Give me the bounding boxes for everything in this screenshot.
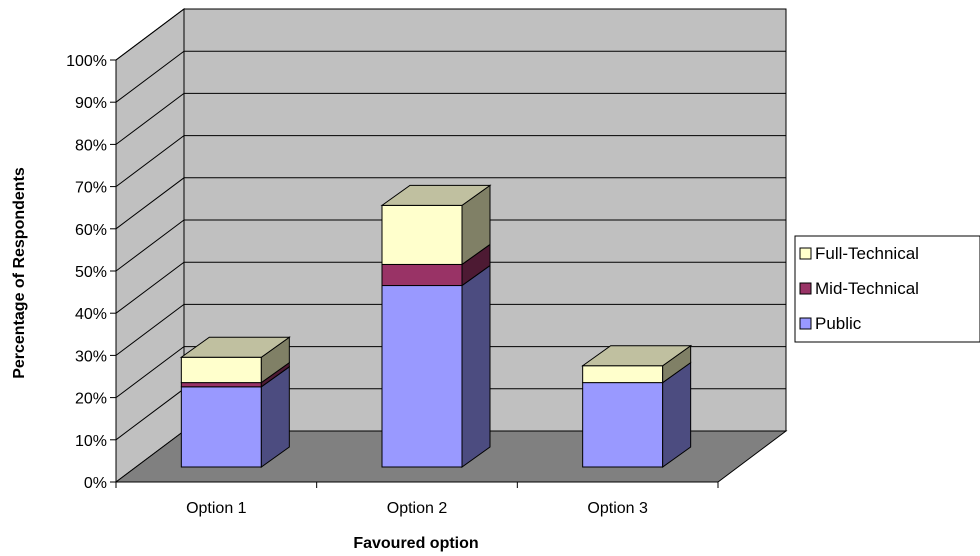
bar-segment: [381, 285, 463, 468]
y-tick-label: 0%: [84, 475, 107, 492]
y-tick-label: 10%: [75, 433, 107, 450]
gridline: [115, 135, 786, 188]
x-tick-label: Option 2: [387, 500, 448, 517]
bar-top: [380, 184, 492, 206]
bar-segment: [381, 263, 463, 287]
gridline: [115, 346, 786, 399]
y-tick-label: 20%: [75, 391, 107, 408]
gridline: [115, 219, 786, 272]
axes: [110, 59, 719, 488]
y-tick-labels: 0% 10% 20% 30% 40% 50% 60% 70% 80% 90% 100%: [66, 53, 107, 492]
gridline: [115, 92, 786, 145]
legend-box: [794, 235, 980, 343]
y-tick-label: 70%: [75, 180, 107, 197]
bar-segment-side: [461, 264, 491, 468]
bar-top: [179, 336, 291, 358]
bar-segment: [381, 204, 463, 265]
legend-label: Mid-Technical: [815, 279, 919, 298]
legend-swatch: [799, 317, 812, 330]
gridline: [115, 261, 786, 314]
x-tick-labels: Option 1 Option 2 Option 3: [186, 500, 648, 517]
x-tick-label: Option 3: [587, 500, 648, 517]
y-tick-label: 40%: [75, 306, 107, 323]
legend: Full-Technical Mid-Technical Public: [794, 235, 980, 343]
gridline: [115, 8, 786, 61]
bar-stack: [380, 184, 492, 468]
y-tick-label: 100%: [66, 53, 107, 70]
x-axis-title: Favoured option: [353, 535, 478, 552]
bar-stack: [581, 344, 693, 468]
legend-swatch: [799, 282, 812, 295]
bar-top: [581, 345, 693, 367]
y-tick-label: 90%: [75, 95, 107, 112]
x-tick-label: Option 1: [186, 500, 247, 517]
legend-label: Public: [815, 314, 862, 333]
bar-segment: [180, 382, 262, 388]
gridline: [115, 177, 786, 230]
y-tick-label: 60%: [75, 222, 107, 239]
gridlines: [115, 8, 786, 441]
bar-segment: [180, 386, 262, 468]
bar-segment: [582, 365, 664, 384]
y-tick-label: 50%: [75, 264, 107, 281]
y-tick-label: 30%: [75, 348, 107, 365]
bar-segment: [180, 356, 262, 384]
gridline: [115, 50, 786, 103]
legend-label: Full-Technical: [815, 244, 919, 263]
gridline: [115, 303, 786, 356]
bar-stack: [179, 336, 291, 468]
bars: [179, 184, 693, 468]
y-axis-title: Percentage of Respondents: [11, 167, 28, 379]
bar-segment: [582, 382, 664, 468]
legend-swatch: [799, 247, 812, 260]
y-tick-label: 80%: [75, 137, 107, 154]
